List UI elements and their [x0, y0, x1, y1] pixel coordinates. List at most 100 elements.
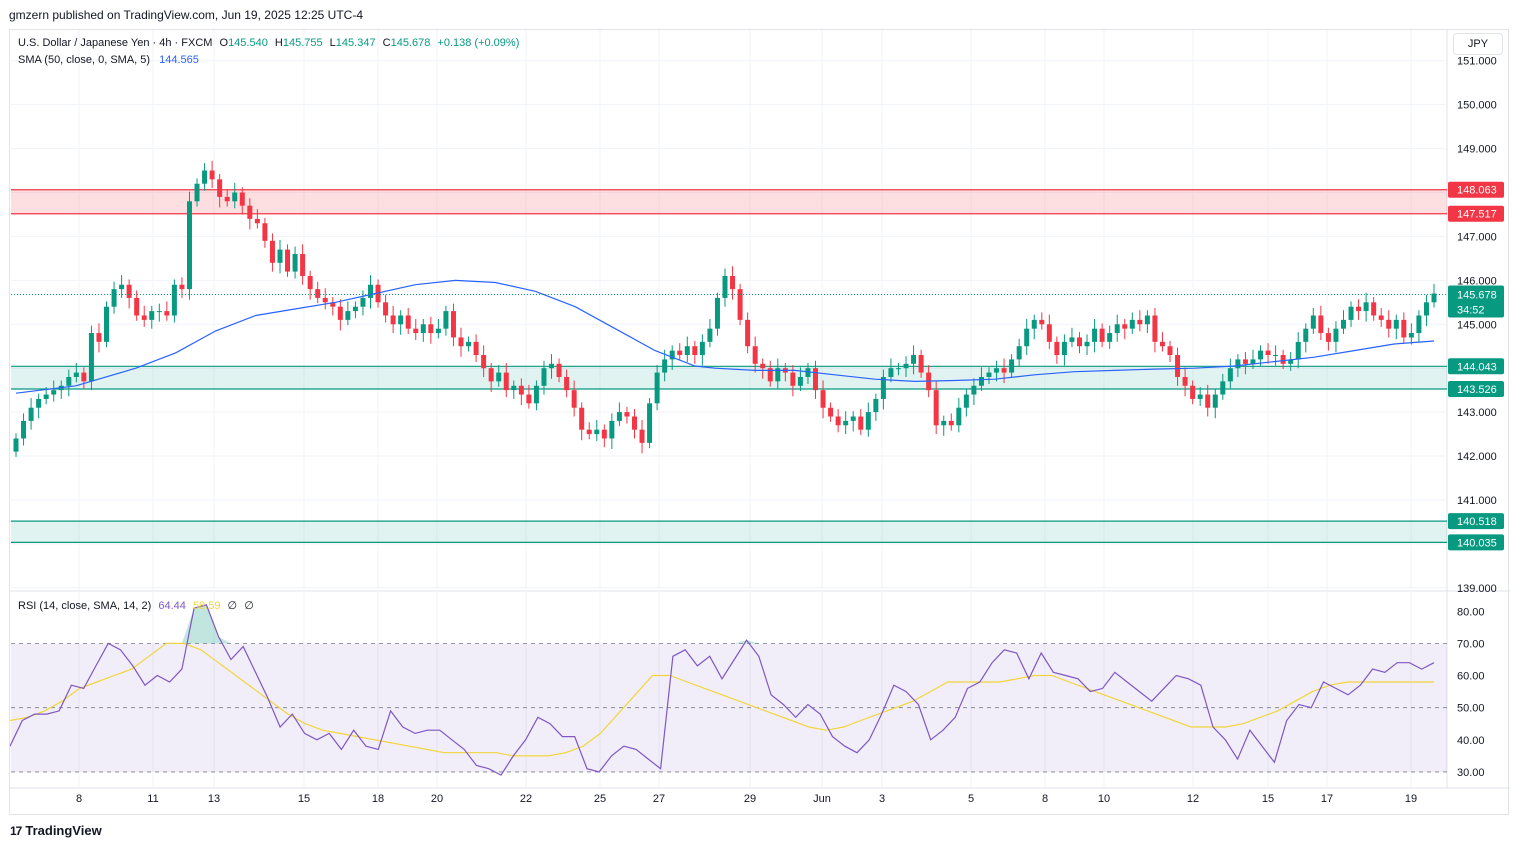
candle-body: [337, 306, 343, 320]
candle-body: [1144, 315, 1150, 325]
rsi-sma-value: 58.59: [192, 600, 221, 612]
price-tick-label: 151.000: [1457, 56, 1497, 68]
candle-body: [1288, 359, 1294, 364]
candle-body: [820, 390, 826, 408]
currency-button[interactable]: JPY: [1453, 33, 1503, 55]
candle-body: [141, 315, 147, 320]
price-tick-label: 139.000: [1457, 583, 1497, 595]
candle-body: [895, 368, 901, 370]
candle-body: [164, 311, 170, 316]
zone-price-tag: [1448, 358, 1504, 375]
time-tick-label: 19: [1405, 793, 1417, 805]
candle-body: [224, 196, 230, 202]
zone-price-label: 147.517: [1457, 209, 1497, 221]
candle-body: [315, 289, 321, 298]
candle-body: [1408, 333, 1414, 338]
candle-body: [1009, 359, 1015, 373]
time-tick-label: Jun: [813, 793, 831, 805]
candle-body: [669, 350, 675, 360]
candle-body: [511, 385, 517, 391]
candle-body: [239, 192, 245, 206]
rsi-tick-label: 30.00: [1457, 767, 1485, 779]
zone-price-label: 144.043: [1457, 361, 1497, 373]
rsi-overbought-fill: [181, 604, 759, 644]
candle-body: [1039, 319, 1045, 325]
rsi-tick-label: 80.00: [1457, 606, 1485, 618]
candle-body: [1197, 394, 1203, 399]
candle-body: [828, 407, 834, 417]
candle-body: [911, 355, 917, 364]
chart-canvas[interactable]: 8 11 13 15 18 20 22 25 27 29 Jun 3 5 8 10 12 15 17 19 151.0…: [10, 30, 1510, 816]
candle-body: [1061, 341, 1067, 356]
candle-body: [1265, 350, 1271, 356]
zone-price-tag: [1448, 205, 1504, 222]
time-tick-label: 8: [76, 793, 82, 805]
candle-body: [330, 302, 336, 307]
rsi-legend: RSI (14, close, SMA, 14, 2) 64.44 58.59 …: [18, 599, 254, 612]
high-value: 145.755: [282, 37, 323, 49]
candle-body: [933, 390, 939, 426]
candle-body: [119, 284, 125, 290]
candle-body: [217, 179, 223, 197]
candle-body: [1401, 319, 1407, 338]
candle-body: [752, 346, 758, 364]
candle-body: [1258, 350, 1264, 360]
candle-body: [1024, 328, 1030, 347]
candle-body: [1152, 315, 1158, 342]
candle-body: [609, 420, 615, 439]
candle-body: [1122, 324, 1128, 329]
candle-body: [1182, 376, 1188, 386]
candle-body: [1416, 315, 1422, 334]
symbol-title[interactable]: U.S. Dollar / Japanese Yen · 4h · FXCM: [18, 37, 213, 49]
price-tick-label: 145.000: [1457, 319, 1497, 331]
candle-body: [96, 333, 102, 342]
candle-body: [292, 254, 298, 272]
candle-body: [428, 324, 434, 334]
time-tick-label: 20: [431, 793, 443, 805]
chart-frame: 8 11 13 15 18 20 22 25 27 29 Jun 3 5 8 10 12 15 17 19 151.0…: [9, 29, 1510, 816]
candle-body: [21, 420, 27, 439]
candle-body: [1220, 381, 1226, 395]
candle-body: [1077, 337, 1082, 347]
candle-body: [269, 240, 275, 263]
candle-body: [556, 363, 562, 377]
price-tick-label: 147.000: [1457, 231, 1497, 243]
candle-body: [1356, 306, 1362, 312]
sma-label[interactable]: SMA (50, close, 0, SMA, 5): [18, 54, 151, 66]
last-price-tag: [1448, 285, 1504, 318]
candle-body: [73, 372, 79, 377]
candle-body: [36, 398, 42, 408]
candle-body: [948, 420, 954, 426]
time-tick-label: 3: [879, 793, 885, 805]
rsi-tick-label: 40.00: [1457, 735, 1485, 747]
candle-body: [518, 385, 524, 395]
time-tick-label: 15: [298, 793, 310, 805]
rsi-value: 64.44: [158, 600, 186, 612]
candle-body: [1295, 341, 1301, 360]
tradingview-logo[interactable]: 17 TradingView: [10, 823, 102, 838]
candle-body: [918, 355, 924, 373]
candle-body: [420, 324, 426, 334]
candle-body: [963, 394, 969, 408]
candle-body: [1054, 341, 1060, 356]
candle-body: [1107, 333, 1113, 342]
candle-body: [1386, 319, 1392, 329]
candle-body: [383, 302, 389, 316]
candle-body: [466, 341, 472, 347]
rsi-label[interactable]: RSI (14, close, SMA, 14, 2): [18, 600, 152, 612]
candle-body: [134, 297, 140, 316]
candle-body: [654, 372, 660, 404]
rsi-tick-label: 60.00: [1457, 671, 1485, 683]
candle-body: [624, 412, 630, 417]
symbol-legend: U.S. Dollar / Japanese Yen · 4h · FXCM O…: [18, 35, 519, 69]
candle-body: [126, 284, 132, 298]
candle-body: [994, 368, 1000, 373]
candle-body: [1431, 293, 1437, 303]
time-tick-label: 8: [1042, 793, 1048, 805]
candle-body: [1423, 302, 1429, 316]
low-label: L: [329, 37, 336, 49]
candle-body: [1348, 306, 1354, 320]
candle-body: [880, 376, 886, 399]
tradingview-brand: TradingView: [25, 823, 102, 838]
close-value: 145.678: [390, 37, 431, 49]
